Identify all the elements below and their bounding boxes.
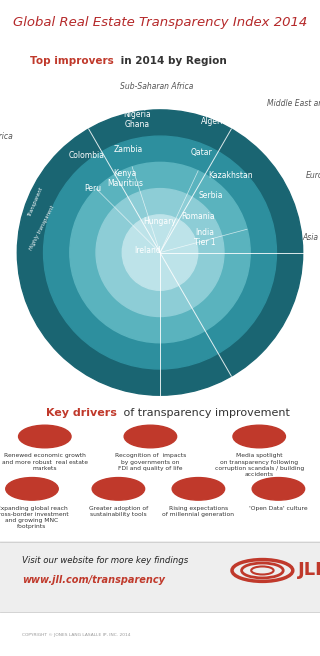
Text: 'Open Data' culture: 'Open Data' culture [249, 506, 308, 510]
Text: Rising expectations
of millennial generation: Rising expectations of millennial genera… [163, 506, 234, 517]
Text: Latin America: Latin America [0, 132, 13, 140]
Text: Highly transparent: Highly transparent [28, 205, 55, 251]
Text: Global Real Estate Transparency Index 2014: Global Real Estate Transparency Index 20… [13, 16, 307, 29]
Text: Top improvers: Top improvers [30, 56, 114, 66]
Text: Expanding global reach
cross-border investment
and growing MNC
footprints: Expanding global reach cross-border inve… [0, 506, 69, 529]
Text: Hungary: Hungary [144, 217, 176, 226]
Circle shape [122, 215, 198, 290]
Text: JLL: JLL [298, 562, 320, 579]
Text: Media spotlight
on transparency following
corruption scandals / building
acciden: Media spotlight on transparency followin… [215, 453, 304, 477]
Text: Low transparency: Low transparency [32, 121, 51, 167]
Text: Opaque: Opaque [51, 106, 61, 127]
Text: Asia Pacific: Asia Pacific [302, 234, 320, 242]
Text: Nigeria
Ghana: Nigeria Ghana [124, 110, 151, 129]
Text: Zambia: Zambia [113, 145, 143, 154]
Text: Key drivers: Key drivers [46, 407, 117, 418]
Text: Kenya
Mauritius: Kenya Mauritius [107, 169, 143, 188]
Text: Ireland: Ireland [134, 247, 161, 255]
Circle shape [19, 425, 71, 448]
Text: Renewed economic growth
and more robust  real estate
markets: Renewed economic growth and more robust … [2, 453, 88, 471]
Circle shape [124, 425, 177, 448]
Text: Semi-transparent: Semi-transparent [23, 152, 44, 196]
Text: India
Tier 1: India Tier 1 [194, 228, 216, 247]
Text: Peru: Peru [84, 184, 101, 193]
Circle shape [6, 478, 58, 500]
Text: Visit our website for more key findings: Visit our website for more key findings [22, 556, 189, 565]
Circle shape [252, 478, 305, 500]
Text: Qatar: Qatar [191, 148, 212, 157]
Text: in 2014 by Region: in 2014 by Region [117, 56, 227, 66]
Text: Algeria: Algeria [201, 117, 228, 126]
Text: COPYRIGHT © JONES LANG LASALLE IP, INC. 2014: COPYRIGHT © JONES LANG LASALLE IP, INC. … [22, 633, 131, 638]
Text: www.jll.com/transparency: www.jll.com/transparency [22, 575, 165, 585]
Text: Serbia: Serbia [199, 191, 223, 199]
Text: Europe: Europe [306, 171, 320, 180]
FancyBboxPatch shape [0, 541, 320, 613]
Circle shape [233, 425, 285, 448]
Text: Kazakhstan: Kazakhstan [208, 171, 253, 180]
Text: Romania: Romania [181, 212, 215, 221]
Text: Greater adoption of
sustainability tools: Greater adoption of sustainability tools [89, 506, 148, 517]
Text: of transparency improvement: of transparency improvement [120, 407, 290, 418]
Circle shape [44, 136, 276, 369]
Circle shape [92, 478, 145, 500]
Text: Colombia: Colombia [68, 152, 104, 160]
Text: Transparent: Transparent [27, 186, 44, 217]
Text: Sub-Saharan Africa: Sub-Saharan Africa [120, 83, 194, 91]
Circle shape [17, 110, 303, 395]
Text: Recognition of  impacts
by governments on
FDI and quality of life: Recognition of impacts by governments on… [115, 453, 186, 471]
Circle shape [172, 478, 225, 500]
Text: Middle East and North Africa: Middle East and North Africa [267, 99, 320, 108]
Circle shape [70, 162, 250, 342]
Circle shape [96, 188, 224, 316]
